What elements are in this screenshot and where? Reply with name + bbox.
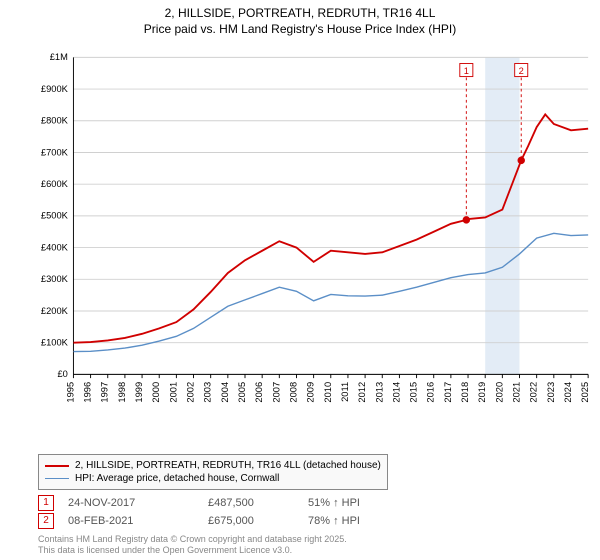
x-tick-label: 2002 — [186, 382, 196, 403]
legend-label: 2, HILLSIDE, PORTREATH, REDRUTH, TR16 4L… — [75, 460, 381, 471]
x-tick-label: 2012 — [357, 382, 367, 403]
x-tick-label: 1999 — [134, 382, 144, 403]
x-tick-label: 2000 — [151, 382, 161, 403]
x-tick-label: 2021 — [512, 382, 522, 403]
y-tick-label: £900K — [41, 84, 69, 94]
x-tick-label: 2013 — [374, 382, 384, 403]
y-tick-label: £500K — [41, 211, 69, 221]
price-chart: £0 £100K £200K £300K £400K £500K £600K £700K £80… — [38, 44, 590, 412]
x-tick-label: 2019 — [477, 382, 487, 403]
sale-hpi: 51% ↑ HPI — [308, 497, 408, 509]
y-tick-label: £0 — [57, 369, 67, 379]
y-tick-label: £700K — [41, 147, 69, 157]
x-tick-label: 2009 — [306, 382, 316, 403]
x-tick-label: 2015 — [409, 382, 419, 403]
legend-row: HPI: Average price, detached house, Corn… — [45, 472, 381, 485]
x-tick-label: 2016 — [426, 382, 436, 403]
x-tick-label: 2014 — [391, 382, 401, 403]
x-tick-label: 2025 — [580, 382, 590, 403]
y-tick-label: £1M — [50, 52, 68, 62]
chart-container: 2, HILLSIDE, PORTREATH, REDRUTH, TR16 4L… — [0, 0, 600, 560]
legend-swatch — [45, 478, 69, 480]
x-tick-label: 2008 — [288, 382, 298, 403]
sale-marker-dot — [463, 216, 470, 223]
x-tick-label: 1996 — [83, 382, 93, 403]
sale-number-box: 2 — [38, 513, 54, 529]
x-tick-label: 2005 — [237, 382, 247, 403]
x-tick-label: 2001 — [168, 382, 178, 403]
title-address: 2, HILLSIDE, PORTREATH, REDRUTH, TR16 4L… — [0, 6, 600, 22]
title-subtitle: Price paid vs. HM Land Registry's House … — [0, 22, 600, 38]
sale-marker-dot — [517, 157, 524, 164]
y-tick-label: £600K — [41, 179, 69, 189]
y-tick-label: £200K — [41, 306, 69, 316]
legend-swatch — [45, 465, 69, 467]
x-tick-label: 2006 — [254, 382, 264, 403]
y-tick-label: £100K — [41, 337, 69, 347]
x-tick-label: 2018 — [460, 382, 470, 403]
sale-date: 24-NOV-2017 — [68, 497, 208, 509]
footer-attribution: Contains HM Land Registry data © Crown c… — [38, 534, 347, 556]
y-tick-label: £800K — [41, 116, 69, 126]
x-tick-label: 2022 — [529, 382, 539, 403]
legend-row: 2, HILLSIDE, PORTREATH, REDRUTH, TR16 4L… — [45, 459, 381, 472]
footer-line1: Contains HM Land Registry data © Crown c… — [38, 534, 347, 545]
sale-price: £487,500 — [208, 497, 308, 509]
sale-number-box: 1 — [38, 495, 54, 511]
x-tick-label: 2023 — [546, 382, 556, 403]
sales-table: 1 24-NOV-2017£487,50051% ↑ HPI 2 08-FEB-202… — [38, 494, 408, 530]
x-tick-label: 2007 — [271, 382, 281, 403]
x-tick-label: 2024 — [563, 382, 573, 403]
x-tick-label: 2020 — [494, 382, 504, 403]
sale-hpi: 78% ↑ HPI — [308, 515, 408, 527]
legend: 2, HILLSIDE, PORTREATH, REDRUTH, TR16 4L… — [38, 454, 388, 490]
title-block: 2, HILLSIDE, PORTREATH, REDRUTH, TR16 4L… — [0, 0, 600, 37]
sale-row: 2 08-FEB-2021£675,00078% ↑ HPI — [38, 512, 408, 530]
footer-line2: This data is licensed under the Open Gov… — [38, 545, 347, 556]
sale-price: £675,000 — [208, 515, 308, 527]
x-tick-label: 2003 — [203, 382, 213, 403]
sale-marker-number: 1 — [464, 66, 469, 76]
x-tick-label: 2011 — [340, 382, 350, 402]
x-tick-label: 1995 — [65, 382, 75, 403]
x-tick-label: 1997 — [100, 382, 110, 403]
x-tick-label: 1998 — [117, 382, 127, 403]
legend-label: HPI: Average price, detached house, Corn… — [75, 473, 279, 484]
x-tick-label: 2017 — [443, 382, 453, 403]
y-tick-label: £400K — [41, 242, 69, 252]
sale-marker-number: 2 — [519, 66, 524, 76]
sale-date: 08-FEB-2021 — [68, 515, 208, 527]
x-tick-label: 2004 — [220, 382, 230, 403]
x-tick-label: 2010 — [323, 382, 333, 403]
sale-row: 1 24-NOV-2017£487,50051% ↑ HPI — [38, 494, 408, 512]
y-tick-label: £300K — [41, 274, 69, 284]
